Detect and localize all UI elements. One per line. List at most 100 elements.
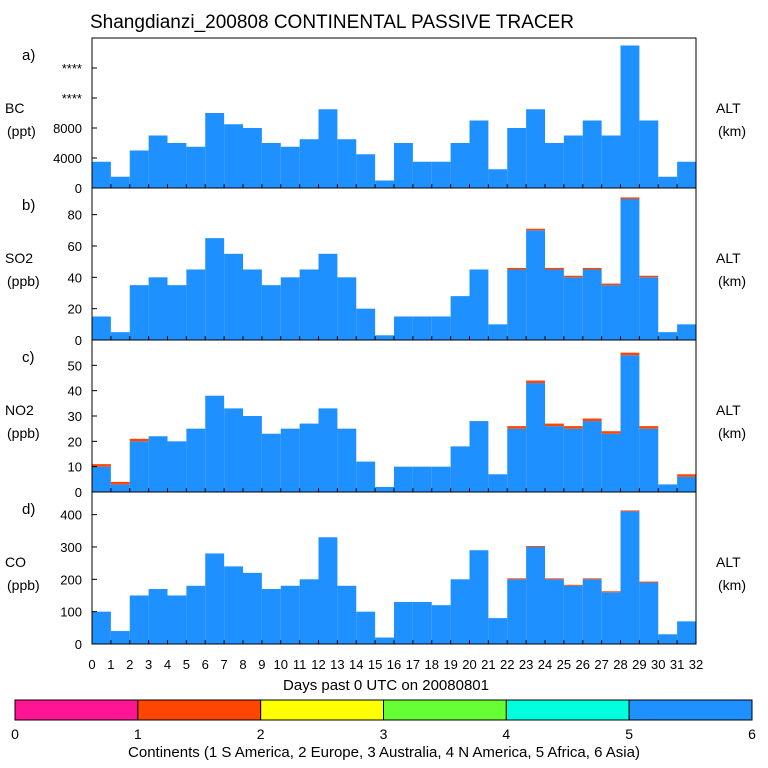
y-tick-label: 300 xyxy=(60,540,82,555)
x-tick-label: 6 xyxy=(202,657,209,672)
asia-bar xyxy=(148,436,168,492)
asia-bar xyxy=(261,433,281,492)
asia-bar xyxy=(469,421,489,492)
series-group xyxy=(92,352,697,492)
asia-bar xyxy=(186,428,206,492)
europe-bar xyxy=(92,464,111,467)
x-tick-label: 27 xyxy=(594,657,608,672)
y-tick-label: 20 xyxy=(68,434,82,449)
asia-bar xyxy=(299,269,319,340)
y-tick-label: 0 xyxy=(75,181,82,196)
asia-bar xyxy=(563,428,583,492)
asia-bar xyxy=(431,466,451,492)
x-tick-label: 7 xyxy=(221,657,228,672)
asia-bar xyxy=(677,476,697,492)
y-tick-label: 0 xyxy=(75,637,82,652)
panel-letter: b) xyxy=(22,197,35,214)
panel-1: 0 20 40 60 80 b) SO2 (ppb) ALT (km) xyxy=(5,187,746,348)
asia-bar xyxy=(205,553,225,644)
x-tick-label: 18 xyxy=(425,657,439,672)
asia-bar xyxy=(92,161,111,188)
asia-bar xyxy=(601,135,621,188)
asia-bar xyxy=(526,546,546,644)
colorbar-tick-label: 1 xyxy=(134,726,142,742)
asia-bar xyxy=(318,109,338,188)
asia-bar xyxy=(110,484,130,492)
colorbar-tick-label: 5 xyxy=(625,726,633,742)
europe-bar xyxy=(110,481,130,485)
asia-bar xyxy=(394,143,413,188)
europe-bar xyxy=(545,267,564,270)
asia-bar xyxy=(280,146,300,188)
asia-bar xyxy=(639,120,659,188)
asia-bar xyxy=(356,611,376,644)
asia-bar xyxy=(110,631,130,644)
asia-bar xyxy=(318,537,338,644)
x-tick-label: 0 xyxy=(88,657,95,672)
right-axis-unit: (km) xyxy=(718,577,746,593)
asia-bar xyxy=(431,605,451,644)
x-tick-label: 14 xyxy=(349,657,363,672)
europe-bar xyxy=(582,267,602,270)
y-tick-label: 40 xyxy=(68,384,82,399)
asia-bar xyxy=(563,277,583,340)
panel-3: 0 100 200 300 400 d) CO (ppb) ALT (km) xyxy=(5,491,746,652)
asia-bar xyxy=(488,474,508,492)
y-axis-label: CO xyxy=(5,554,26,570)
asia-bar xyxy=(582,120,602,188)
x-tick-label: 29 xyxy=(632,657,646,672)
y-tick-label: 60 xyxy=(68,239,82,254)
panel-letter: c) xyxy=(22,349,35,366)
europe-bar xyxy=(620,197,640,199)
colorbar-tick-label: 4 xyxy=(502,726,510,742)
europe-bar xyxy=(601,591,621,593)
asia-bar xyxy=(129,150,149,188)
asia-bar xyxy=(148,135,168,188)
asia-bar xyxy=(280,585,300,644)
x-tick-label: 10 xyxy=(274,657,288,672)
asia-bar xyxy=(375,180,395,188)
asia-bar xyxy=(243,269,262,340)
y-tick-label: 40 xyxy=(68,270,82,285)
colorbar-tick-label: 6 xyxy=(748,726,756,742)
y-axis-unit: (ppb) xyxy=(7,577,40,593)
asia-bar xyxy=(563,585,583,644)
right-axis-label: ALT xyxy=(716,250,741,266)
asia-bar xyxy=(488,324,508,340)
y-axis-unit: (ppb) xyxy=(7,425,40,441)
x-tick-label: 23 xyxy=(519,657,533,672)
europe-bar xyxy=(639,581,659,583)
right-axis-unit: (km) xyxy=(718,273,746,289)
europe-bar xyxy=(563,426,583,429)
asia-bar xyxy=(526,230,546,340)
europe-bar xyxy=(582,418,602,422)
europe-bar xyxy=(507,578,527,580)
y-tick-label: 50 xyxy=(68,358,82,373)
asia-bar xyxy=(224,253,244,340)
asia-bar xyxy=(280,277,300,340)
europe-bar xyxy=(545,578,564,580)
asia-bar xyxy=(658,634,678,644)
asia-bar xyxy=(658,484,678,492)
asia-bar xyxy=(639,582,659,644)
y-tick-label: 80 xyxy=(68,208,82,223)
asia-bar xyxy=(601,433,621,492)
y-tick-label: 400 xyxy=(60,508,82,523)
asia-bar xyxy=(205,113,225,188)
asia-bar xyxy=(356,154,376,188)
asia-bar xyxy=(545,426,564,492)
asia-bar xyxy=(92,316,111,340)
colorbar-segment xyxy=(137,699,262,721)
y-tick-label: **** xyxy=(62,61,82,76)
asia-bar xyxy=(337,277,357,340)
europe-bar xyxy=(526,228,546,231)
asia-bar xyxy=(224,566,244,644)
asia-bar xyxy=(375,486,395,492)
x-tick-label: 11 xyxy=(293,657,307,672)
y-tick-label: 4000 xyxy=(53,151,82,166)
y-tick-label: 0 xyxy=(75,485,82,500)
asia-bar xyxy=(224,408,244,492)
y-tick-label: 30 xyxy=(68,409,82,424)
right-axis-label: ALT xyxy=(716,100,741,116)
asia-bar xyxy=(526,383,546,492)
